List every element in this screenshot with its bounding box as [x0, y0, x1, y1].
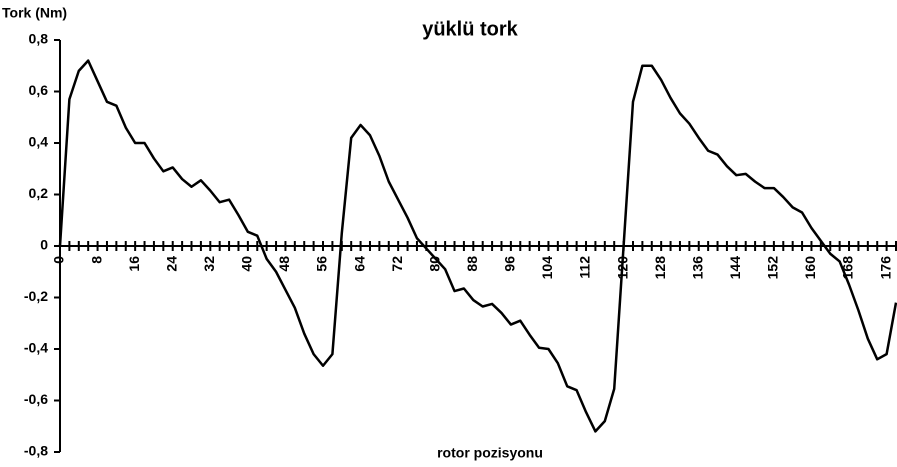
x-tick-label: 96	[502, 256, 518, 272]
line-series	[58, 59, 897, 433]
y-tick-label: 0	[40, 237, 48, 253]
x-tick-label: 32	[201, 256, 217, 272]
x-tick-label: 16	[126, 256, 142, 272]
x-tick-label: 152	[765, 256, 781, 280]
x-tick-label: 112	[577, 256, 593, 279]
x-tick-label: 88	[464, 256, 480, 272]
x-tick-label: 80	[426, 256, 442, 272]
x-tick-label: 0	[51, 256, 67, 264]
y-tick-label: -0,8	[24, 443, 48, 459]
y-tick-label: -0,6	[24, 391, 48, 407]
x-tick-label: 144	[727, 256, 743, 280]
y-tick-label: 0,8	[29, 31, 49, 47]
y-axis-title: Tork (Nm)	[2, 5, 67, 21]
y-tick-label: 0,4	[29, 134, 49, 150]
x-tick-label: 128	[652, 256, 668, 280]
x-tick-label: 40	[239, 256, 255, 272]
y-tick-label: -0,2	[24, 288, 48, 304]
x-tick-label: 24	[163, 256, 179, 272]
x-tick-label: 72	[389, 256, 405, 272]
x-tick-label: 48	[276, 256, 292, 272]
x-tick-label: 104	[539, 256, 555, 280]
y-tick-label: 0,2	[29, 185, 49, 201]
y-tick-label: -0,4	[24, 340, 48, 356]
x-tick-label: 136	[689, 256, 705, 280]
x-tick-label: 8	[88, 256, 104, 264]
x-tick-label: 56	[314, 256, 330, 272]
x-tick-label: 64	[351, 256, 367, 272]
chart-title: yüklü tork	[422, 18, 518, 40]
x-tick-label: 176	[877, 256, 893, 280]
x-axis-title: rotor pozisyonu	[437, 445, 543, 461]
y-tick-label: 0,6	[29, 82, 49, 98]
x-tick-label: 160	[802, 256, 818, 280]
